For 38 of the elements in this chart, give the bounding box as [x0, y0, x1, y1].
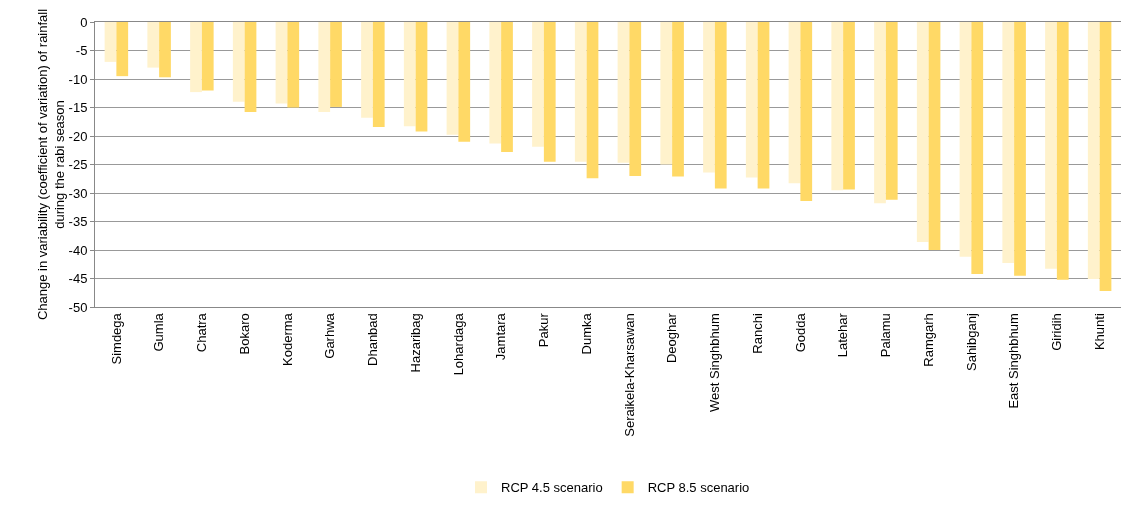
y-tick-label: -30	[68, 185, 88, 201]
x-tick-label: Khunti	[1091, 313, 1107, 351]
x-tick-label: West Singhbhum	[707, 313, 723, 412]
x-tick-label: Seraikela-Kharsawan	[621, 313, 637, 437]
x-tick-label: Garhwa	[322, 312, 338, 359]
x-tick-label: Bokaro	[236, 313, 252, 355]
x-tick-label: Jamtara	[493, 312, 509, 361]
x-tick-label: Dhanbad	[365, 313, 381, 366]
x-tick-label: Giridih	[1049, 313, 1065, 351]
x-tick-label: Deoghar	[664, 312, 680, 364]
x-tick-label: Gumla	[151, 312, 167, 352]
x-tick-label: Lohardaga	[450, 312, 466, 376]
y-tick-label: -10	[68, 71, 88, 87]
y-tick-label: -25	[68, 157, 88, 173]
x-tick-label: Godda	[792, 312, 808, 353]
x-tick-label: Hazaribag	[407, 313, 423, 373]
y-tick-label: 0	[80, 14, 88, 30]
x-tick-label: Palamu	[878, 313, 894, 358]
y-tick-label: -35	[68, 214, 88, 230]
y-tick-label: -40	[68, 242, 88, 258]
legend-label: RCP 8.5 scenario	[647, 480, 750, 496]
y-tick-label: -50	[68, 299, 88, 315]
y-tick-label: -15	[68, 100, 88, 116]
x-tick-label: Ranchi	[749, 313, 765, 354]
x-tick-label: Koderma	[279, 312, 295, 366]
x-tick-label: Simdega	[108, 312, 124, 365]
x-tick-label: Ramgarh	[920, 313, 936, 367]
y-tick-label: -20	[68, 128, 88, 144]
legend-label: RCP 4.5 scenario	[501, 480, 603, 496]
y-axis-title: Change in variability (coefficient of variation) of rainfall during the rabi season	[34, 8, 67, 321]
x-tick-label: Pakur	[536, 312, 552, 348]
x-tick-label: Latehar	[835, 312, 851, 358]
y-tick-label: -5	[75, 43, 88, 59]
x-tick-label: East Singhbhum	[1006, 313, 1022, 409]
x-tick-label: Chatra	[194, 312, 210, 353]
x-tick-label: Sahibganj	[963, 313, 979, 372]
x-tick-label: Dumka	[578, 312, 594, 355]
y-tick-label: -45	[68, 271, 88, 287]
